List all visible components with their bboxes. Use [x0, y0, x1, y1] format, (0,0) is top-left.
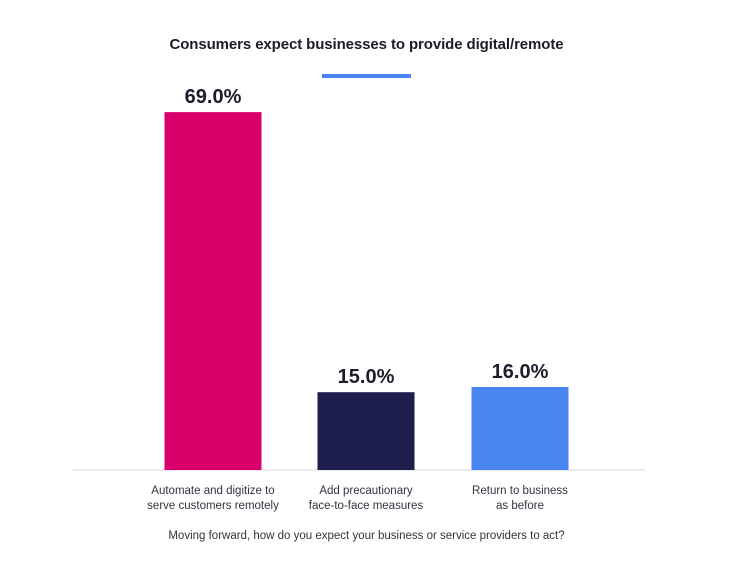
bar-1 [164, 112, 262, 471]
category-label-1-line-2: serve customers remotely [147, 500, 279, 512]
x-axis-title: Moving forward, how do you expect your b… [168, 530, 565, 542]
bar-value-label-1: 69.0% [185, 86, 242, 108]
bar-value-label-2: 15.0% [338, 366, 395, 388]
category-label-2-line-1: Add precautionary [319, 485, 413, 497]
chart-title: Consumers expect businesses to provide d… [169, 36, 564, 53]
category-label-1-line-1: Automate and digitize to [151, 485, 274, 497]
bar-3 [471, 387, 569, 470]
bar-value-label-3: 16.0% [492, 361, 549, 383]
bar-2 [317, 392, 415, 470]
title-underline [322, 74, 411, 78]
category-label-3-line-1: Return to business [472, 485, 568, 497]
category-label-3-line-2: as before [496, 500, 544, 512]
category-label-2-line-2: face-to-face measures [309, 500, 424, 512]
